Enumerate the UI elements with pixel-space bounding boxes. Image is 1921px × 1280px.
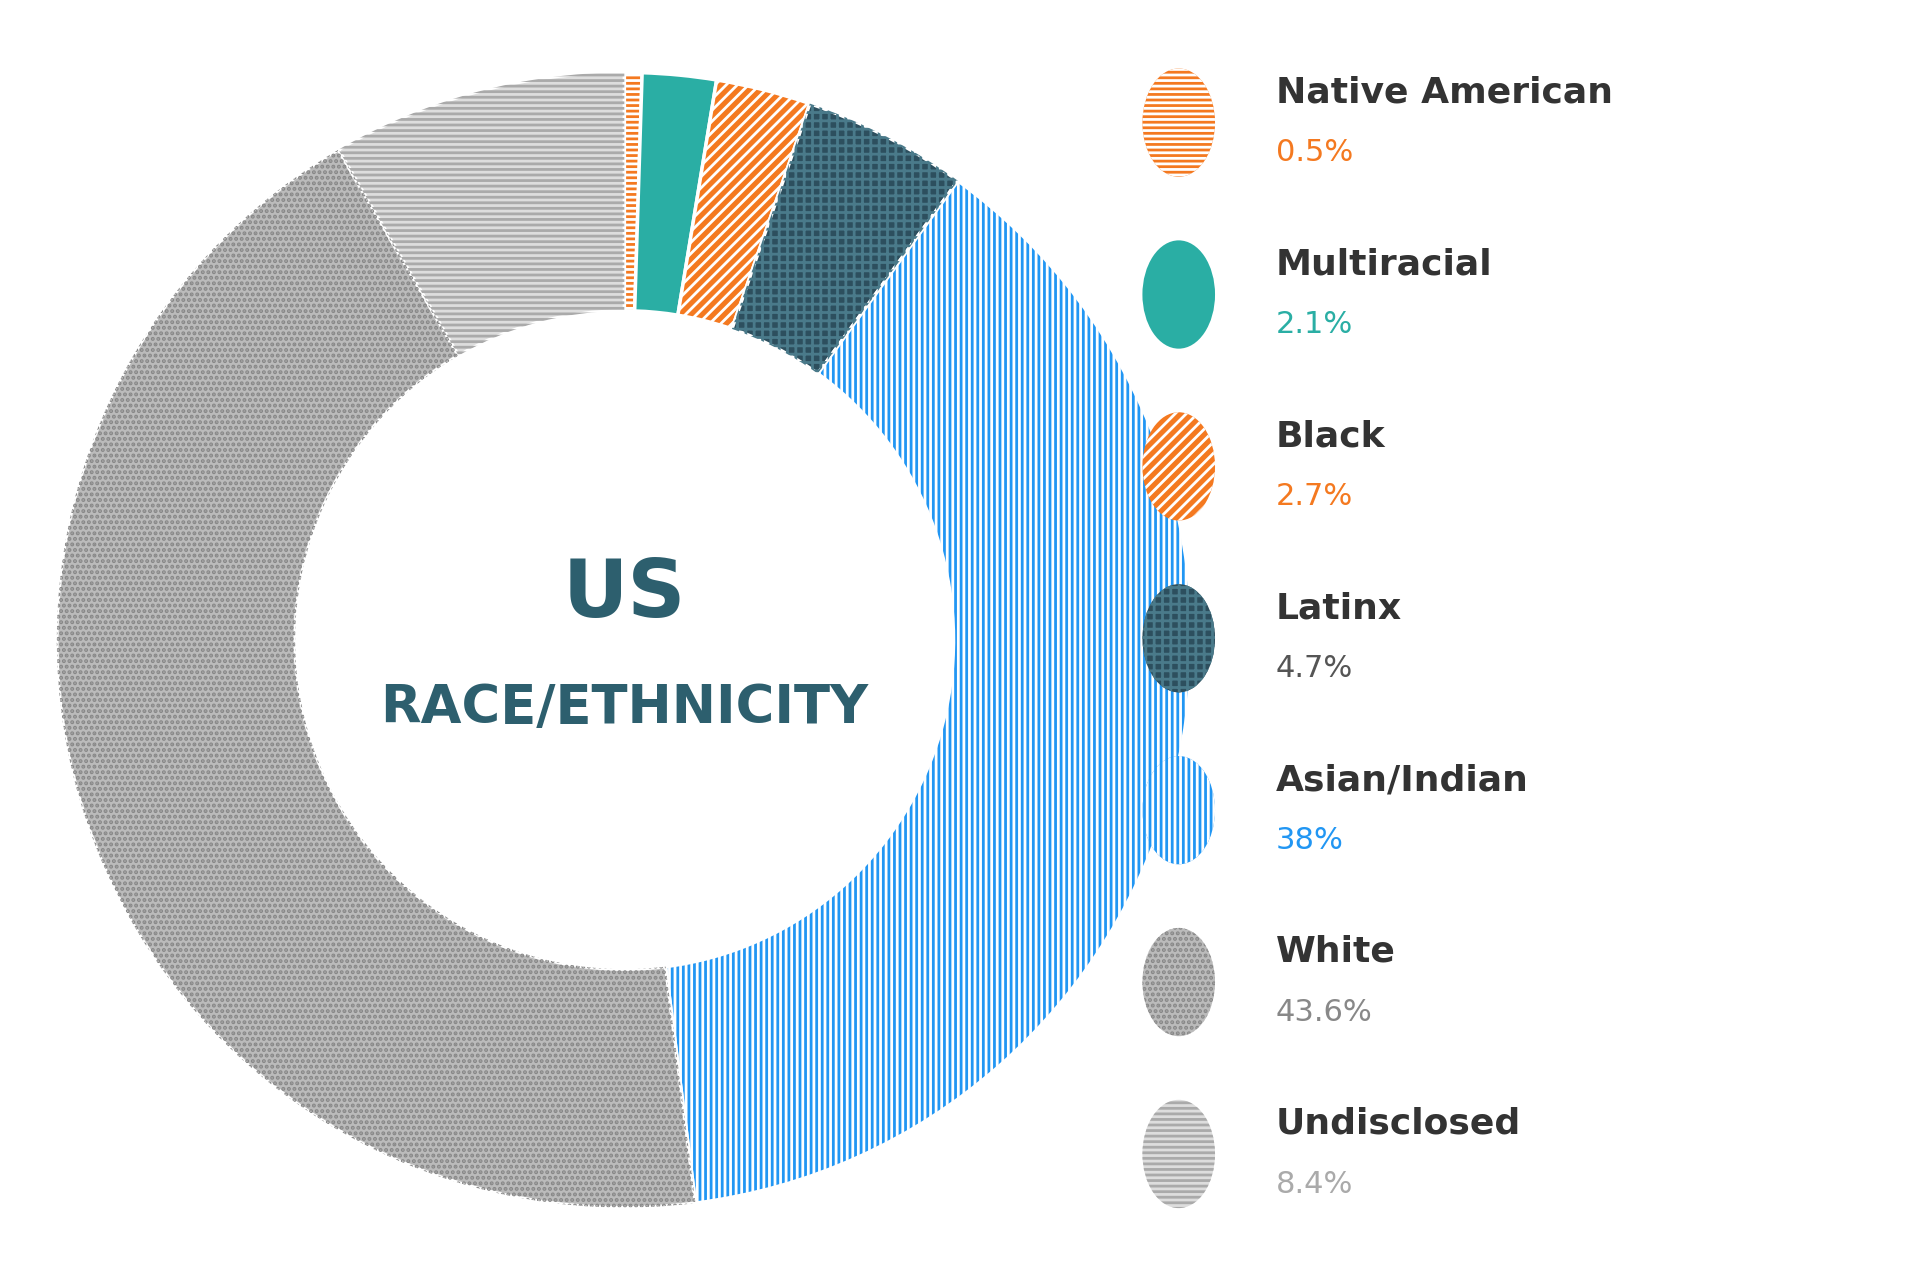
- Wedge shape: [58, 150, 695, 1207]
- Wedge shape: [665, 180, 1191, 1203]
- Wedge shape: [624, 73, 642, 311]
- Wedge shape: [338, 73, 624, 356]
- Circle shape: [1143, 756, 1214, 864]
- Text: 4.7%: 4.7%: [1276, 654, 1352, 682]
- Text: Undisclosed: Undisclosed: [1276, 1107, 1521, 1140]
- Text: 8.4%: 8.4%: [1276, 1170, 1352, 1198]
- Text: 0.5%: 0.5%: [1276, 138, 1352, 168]
- Text: US: US: [563, 556, 686, 634]
- Text: 38%: 38%: [1276, 826, 1343, 855]
- Text: Latinx: Latinx: [1276, 591, 1402, 625]
- Text: Black: Black: [1276, 420, 1385, 453]
- Text: Asian/Indian: Asian/Indian: [1276, 763, 1529, 797]
- Circle shape: [1143, 241, 1214, 348]
- Circle shape: [1143, 68, 1214, 177]
- Text: 43.6%: 43.6%: [1276, 997, 1372, 1027]
- Wedge shape: [678, 79, 811, 329]
- Text: RACE/ETHNICITY: RACE/ETHNICITY: [380, 682, 868, 735]
- Circle shape: [1143, 928, 1214, 1037]
- Wedge shape: [732, 104, 959, 374]
- Wedge shape: [634, 73, 717, 315]
- Text: 2.1%: 2.1%: [1276, 310, 1352, 339]
- Circle shape: [1143, 1100, 1214, 1208]
- Text: Multiracial: Multiracial: [1276, 247, 1493, 282]
- Text: White: White: [1276, 934, 1395, 969]
- Circle shape: [1143, 584, 1214, 692]
- Text: 2.7%: 2.7%: [1276, 483, 1352, 511]
- Text: Native American: Native American: [1276, 76, 1612, 110]
- Circle shape: [1143, 412, 1214, 521]
